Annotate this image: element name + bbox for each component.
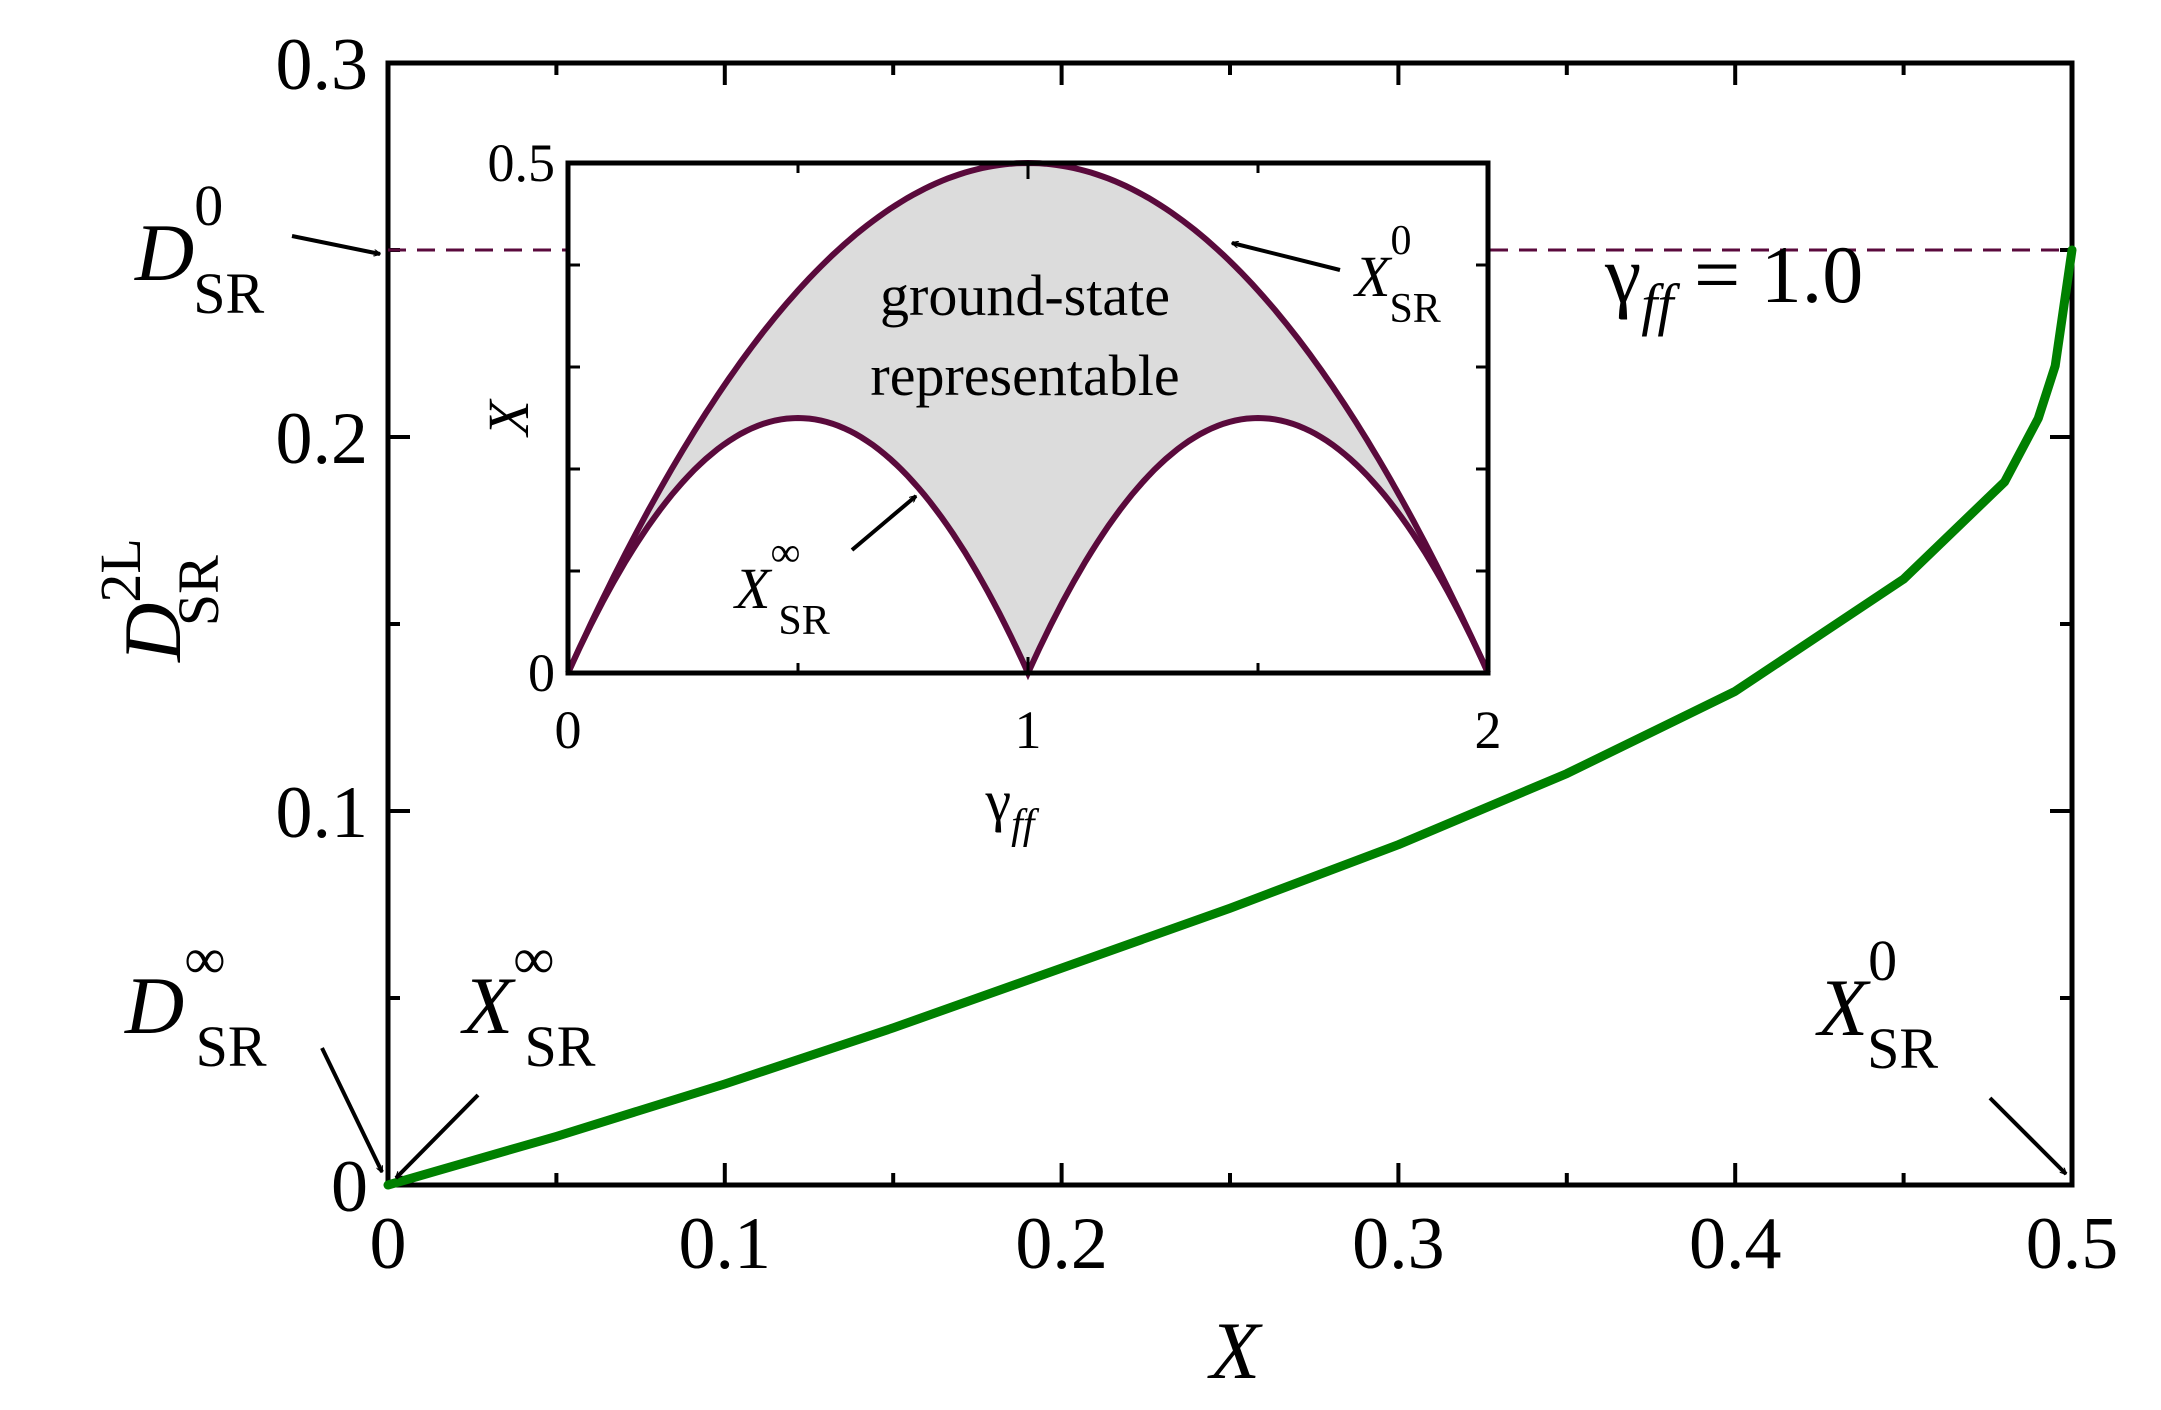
main-x-tick-label: 0	[370, 1203, 407, 1285]
main-x-tick-label: 0.4	[1689, 1203, 1782, 1285]
svg-text:X∞SR: X∞ SR	[733, 530, 830, 644]
svg-text:D∞SR: D∞ SR	[124, 926, 267, 1079]
inset-x-tick-labels: 0 1 2	[555, 700, 1502, 760]
gamma-ff-label: γff = 1.0	[1604, 229, 1863, 337]
main-y-tick-label: 0	[331, 1146, 368, 1228]
arrow-x-sr-inf-inset	[850, 494, 916, 552]
arrow-d-sr-inf	[320, 1047, 384, 1172]
inset-y-axis-label: X	[476, 398, 541, 438]
main-y-tick-label: 0.3	[276, 24, 369, 106]
main-x-tick-label: 0.1	[679, 1203, 772, 1285]
annotation-x-sr-inf-main: X∞ SR	[394, 926, 596, 1180]
main-x-tick-label: 0.2	[1015, 1203, 1108, 1285]
arrow-x-sr-0-inset	[1232, 243, 1341, 272]
main-y-axis-label: D2L SR	[88, 538, 231, 663]
main-chart: 0 0.1 0.2 0.3 0.4 0.5 0 0.1 0.2 0.3 X D2L SR γff …	[88, 24, 2118, 1396]
arrow-x-sr-inf-main	[394, 1093, 480, 1180]
main-series-line	[383, 245, 2077, 1190]
annotation-x-sr-inf-inset: X∞ SR	[733, 494, 916, 644]
inset-tick-marks	[566, 161, 1490, 675]
annotation-d-sr-inf: D∞ SR	[124, 926, 384, 1172]
arrow-x-sr-0-main	[1988, 1096, 2068, 1176]
inset-x-axis-label: γff	[985, 768, 1040, 848]
annotation-x-sr-0-inset: X0 SR	[1232, 218, 1441, 332]
svg-text:X∞SR: X∞ SR	[460, 926, 596, 1079]
main-tick-marks	[386, 61, 2074, 1187]
annotation-d-sr-0: D0 SR	[134, 173, 380, 326]
inset-y-tick-label: 0	[528, 643, 555, 703]
inset-x-tick-label: 1	[1015, 700, 1042, 760]
main-x-axis-label: X	[1207, 1305, 1263, 1396]
annotation-x-sr-0-main: X0 SR	[1815, 928, 2068, 1176]
main-x-tick-label: 0.5	[2026, 1203, 2119, 1285]
inset-x-tick-label: 2	[1475, 700, 1502, 760]
inset-y-tick-labels: 00.5	[488, 133, 556, 703]
main-x-tick-label: 0.3	[1352, 1203, 1445, 1285]
main-y-tick-labels: 0 0.1 0.2 0.3	[276, 24, 369, 1228]
main-x-tick-labels: 0 0.1 0.2 0.3 0.4 0.5	[370, 1203, 2119, 1285]
inset-region-label-line1: ground-state	[880, 263, 1170, 328]
inset-region-label-line2: representable	[870, 343, 1179, 408]
inset-y-tick-label: 0.5	[488, 133, 556, 193]
inset-x-tick-label: 0	[555, 700, 582, 760]
main-y-tick-label: 0.2	[276, 398, 369, 480]
arrow-d-sr-0	[291, 234, 380, 254]
main-y-tick-label: 0.1	[276, 772, 369, 854]
